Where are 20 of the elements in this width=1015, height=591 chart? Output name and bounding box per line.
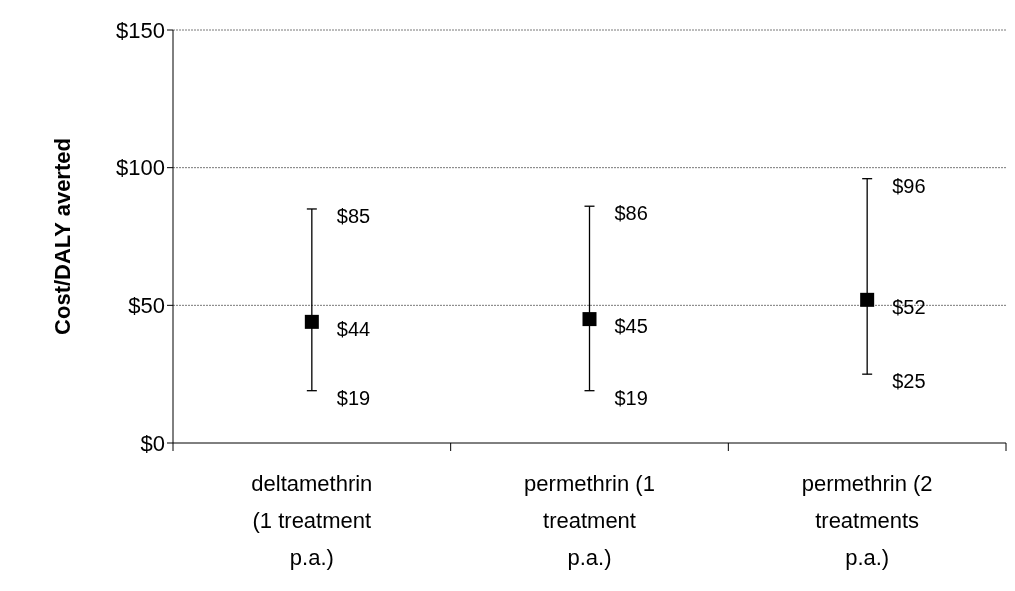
point [304, 314, 319, 329]
data-label: $45 [614, 315, 648, 338]
y-tick-label: $0 [140, 430, 165, 456]
annotation: $96 [892, 174, 926, 197]
annotation: $85 [336, 204, 371, 227]
data-label: $44 [336, 317, 371, 340]
x-tick-label: permethrin (2 treatments p.a.) [801, 471, 933, 570]
annotation: $19 [614, 386, 648, 409]
y-axis-title: Cost/DALY averted [50, 138, 75, 335]
annotation: $19 [336, 386, 371, 409]
annotation: $86 [614, 202, 648, 225]
point [582, 312, 597, 327]
data-label: $52 [892, 295, 926, 318]
x-tick-label: permethrin (1 treatment p.a.) [524, 471, 655, 570]
x-tick-label: deltamethrin (1 treatment p.a.) [251, 471, 373, 570]
point [860, 292, 875, 307]
annotation: $25 [892, 370, 926, 393]
y-tick-label: $150 [116, 17, 165, 43]
y-tick-label: $50 [128, 293, 165, 319]
y-tick-label: $100 [116, 155, 165, 181]
